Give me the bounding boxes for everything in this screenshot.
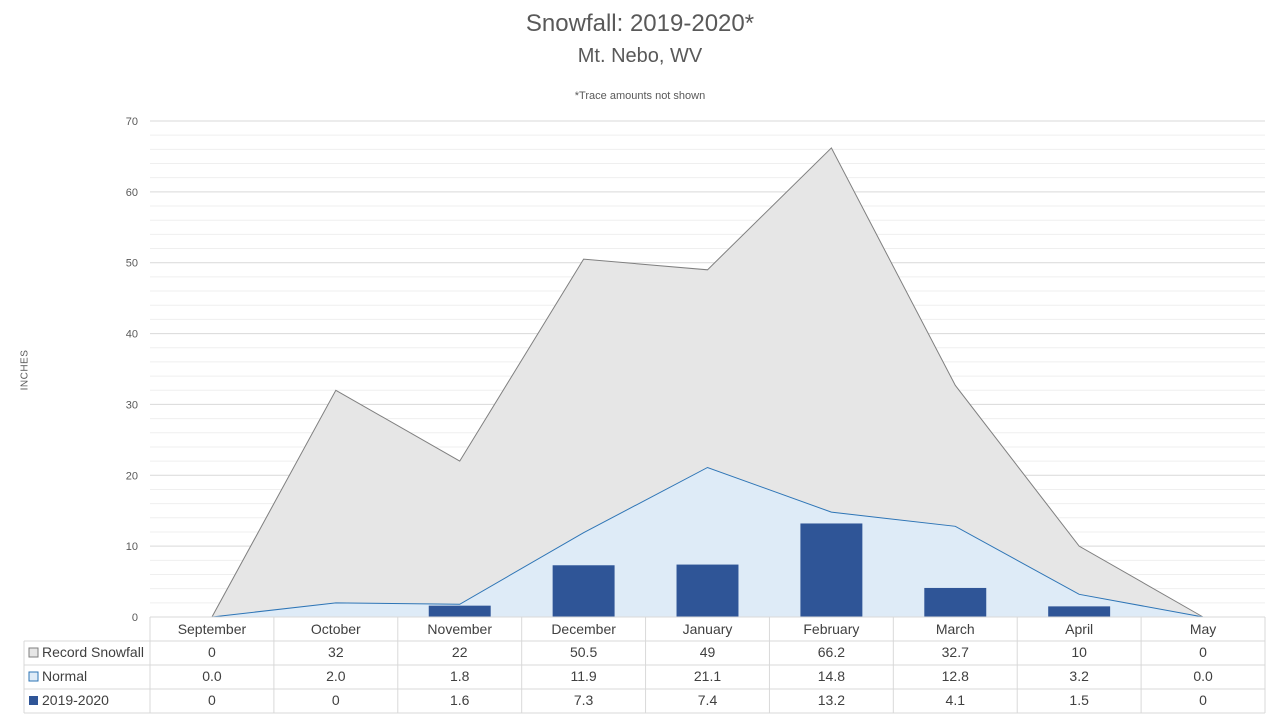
legend-key bbox=[28, 671, 39, 682]
data-label: 1.8 bbox=[450, 668, 470, 684]
area-record-snowfall bbox=[211, 147, 1204, 617]
data-label: 4.1 bbox=[946, 692, 966, 708]
x-tick-label: September bbox=[178, 621, 247, 637]
bar-january bbox=[676, 564, 739, 617]
data-label: 1.6 bbox=[450, 692, 470, 708]
data-label: 0.0 bbox=[202, 668, 222, 684]
data-label: 0 bbox=[208, 644, 216, 660]
line-record-snowfall bbox=[211, 147, 1204, 618]
data-label: 66.2 bbox=[818, 644, 845, 660]
x-tick-label: January bbox=[683, 621, 733, 637]
data-label: 0 bbox=[208, 692, 216, 708]
line-normal bbox=[211, 466, 1204, 618]
data-label: 21.1 bbox=[694, 668, 721, 684]
x-tick-label: December bbox=[551, 621, 616, 637]
y-tick-label: 10 bbox=[126, 541, 138, 553]
x-tick-label: February bbox=[803, 621, 859, 637]
chart-note: *Trace amounts not shown bbox=[574, 90, 706, 102]
data-label: 0 bbox=[332, 692, 340, 708]
data-label: 3.2 bbox=[1069, 668, 1089, 684]
data-label: 0 bbox=[1199, 644, 1207, 660]
legend-entry: 2019-2020 bbox=[42, 692, 109, 708]
data-label: 1.5 bbox=[1069, 692, 1089, 708]
y-tick-label: 60 bbox=[126, 187, 138, 199]
data-label: 7.3 bbox=[574, 692, 594, 708]
data-label: 12.8 bbox=[942, 668, 969, 684]
chart-title: Snowfall: 2019-2020* bbox=[525, 10, 755, 37]
data-label: 0 bbox=[1199, 692, 1207, 708]
y-tick-label: 40 bbox=[126, 329, 138, 341]
area-normal bbox=[211, 467, 1204, 617]
bar-february bbox=[800, 523, 863, 617]
data-label: 0.0 bbox=[1193, 668, 1213, 684]
y-tick-label: 0 bbox=[132, 612, 138, 624]
legend-key bbox=[29, 696, 38, 705]
data-label: 10 bbox=[1071, 644, 1087, 660]
x-tick-label: May bbox=[1190, 621, 1216, 637]
x-tick-label: November bbox=[427, 621, 492, 637]
data-label: 11.9 bbox=[571, 668, 597, 684]
bar-april bbox=[1048, 606, 1111, 617]
y-tick-label: 50 bbox=[126, 258, 138, 270]
chart-subtitle: Mt. Nebo, WV bbox=[577, 45, 703, 67]
data-label: 50.5 bbox=[570, 644, 597, 660]
legend-entry: Record Snowfall bbox=[42, 644, 144, 660]
data-label: 32 bbox=[328, 644, 344, 660]
bar-november bbox=[428, 605, 491, 617]
data-label: 14.8 bbox=[818, 668, 845, 684]
y-tick-label: 20 bbox=[126, 470, 138, 482]
legend-entry: Normal bbox=[42, 668, 87, 684]
data-label: 2.0 bbox=[326, 668, 346, 684]
data-label: 13.2 bbox=[818, 692, 845, 708]
data-label: 49 bbox=[700, 644, 716, 660]
x-tick-label: April bbox=[1065, 621, 1093, 637]
data-label: 22 bbox=[452, 644, 468, 660]
data-table: September October November December January F… bbox=[23, 616, 1266, 714]
y-tick-label: 30 bbox=[126, 399, 138, 411]
bar-march bbox=[924, 587, 987, 617]
data-label: 32.7 bbox=[942, 644, 969, 660]
y-tick-label: 70 bbox=[126, 116, 138, 128]
legend-key bbox=[28, 647, 39, 658]
x-tick-label: March bbox=[936, 621, 975, 637]
data-label: 7.4 bbox=[698, 692, 718, 708]
x-tick-label: October bbox=[311, 621, 361, 637]
bar-december bbox=[552, 565, 615, 617]
